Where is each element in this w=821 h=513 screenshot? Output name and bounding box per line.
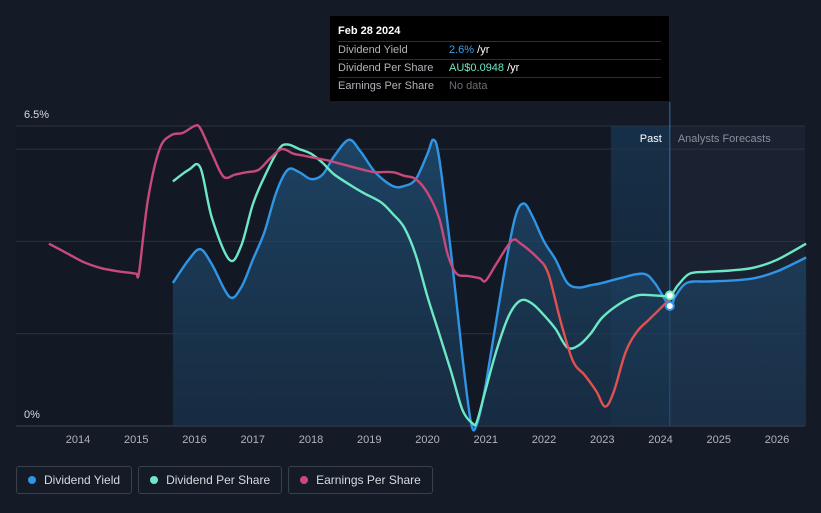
legend-label: Dividend Yield <box>44 473 121 487</box>
tooltip-row-dividend-per-share: Dividend Per Share AU$0.0948 /yr <box>338 60 661 78</box>
tooltip-value: No data <box>449 80 488 92</box>
series-line-earnings-per-share <box>48 123 545 283</box>
series-line-earnings-per-share-recent <box>542 263 671 408</box>
legend-item-dividend-per-share[interactable]: Dividend Per Share <box>138 466 283 494</box>
x-tick-label: 2017 <box>241 434 265 446</box>
tooltip-suffix: /yr <box>474 44 490 56</box>
legend-dot <box>28 476 36 484</box>
x-tick-label: 2014 <box>66 434 90 446</box>
x-tick-label: 2019 <box>357 434 381 446</box>
series-area-dividend-yield <box>172 139 807 431</box>
y-axis-top-label: 6.5% <box>24 109 49 121</box>
legend-dot <box>300 476 309 484</box>
forecast-region-label: Analysts Forecasts <box>678 133 771 145</box>
x-tick-label: 2023 <box>590 434 614 446</box>
x-tick-label: 2020 <box>415 434 439 446</box>
x-tick-label: 2018 <box>299 434 323 446</box>
x-tick-label: 2021 <box>474 434 498 446</box>
y-axis-bottom-label: 0% <box>24 409 40 421</box>
tooltip-label: Earnings Per Share <box>338 80 434 92</box>
series-line-dividend-yield <box>171 138 807 432</box>
legend-label: Dividend Per Share <box>166 473 271 487</box>
x-tick-label: 2026 <box>765 434 789 446</box>
x-tick-label: 2015 <box>124 434 148 446</box>
chart-legend: Dividend Yield Dividend Per Share Earnin… <box>16 466 433 494</box>
legend-dot <box>150 476 159 484</box>
x-tick-label: 2025 <box>707 434 731 446</box>
past-region-label: Past <box>640 133 662 145</box>
legend-item-dividend-yield[interactable]: Dividend Yield <box>16 466 133 494</box>
marker-dividend-yield <box>664 301 675 311</box>
tooltip-value: AU$0.0948 <box>449 62 505 74</box>
tooltip-date: Feb 28 2024 <box>338 24 661 42</box>
x-tick-label: 2022 <box>532 434 556 446</box>
legend-label: Earnings Per Share <box>316 473 421 487</box>
legend-item-earnings-per-share[interactable]: Earnings Per Share <box>288 466 433 494</box>
tooltip-label: Dividend Yield <box>338 44 408 56</box>
tooltip-value: 2.6% <box>449 44 475 56</box>
marker-dividend-per-share <box>664 290 675 301</box>
hover-tooltip: Feb 28 2024 Dividend Yield 2.6% /yr Divi… <box>330 16 669 101</box>
tooltip-row-dividend-yield: Dividend Yield 2.6% /yr <box>338 42 661 60</box>
tooltip-suffix: /yr <box>504 62 520 74</box>
tooltip-label: Dividend Per Share <box>338 62 434 74</box>
tooltip-row-earnings-per-share: Earnings Per Share No data <box>338 78 661 95</box>
x-tick-label: 2016 <box>182 434 206 446</box>
x-tick-label: 2024 <box>648 434 672 446</box>
